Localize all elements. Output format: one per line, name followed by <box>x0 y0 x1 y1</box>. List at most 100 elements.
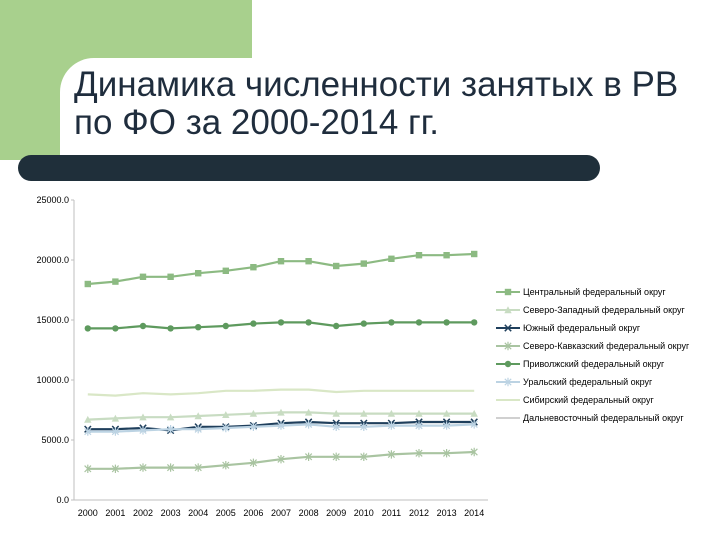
data-point <box>387 450 396 459</box>
data-point <box>84 415 92 423</box>
data-point <box>139 426 147 435</box>
data-point <box>470 447 478 457</box>
legend-entry: Южный федеральный округ <box>496 323 641 333</box>
series <box>84 250 478 288</box>
data-point <box>222 411 230 418</box>
data-point <box>139 413 147 421</box>
chart-axes <box>73 200 488 501</box>
data-point <box>504 360 512 368</box>
x-axis-ticks: 2000 2001 2002 2003 2004 2005 2006 2007 2008 2009… <box>78 508 484 518</box>
data-point <box>139 322 147 330</box>
x-tick-label: 2000 <box>78 508 98 518</box>
data-point <box>471 250 478 258</box>
data-point <box>333 322 340 330</box>
title-panel <box>60 58 720 163</box>
data-point <box>388 255 395 262</box>
legend-entry: Северо-Западный федеральный округ <box>496 305 685 315</box>
data-point <box>470 420 478 429</box>
data-point <box>442 449 451 458</box>
x-tick-label: 2007 <box>271 508 291 518</box>
data-point <box>167 325 174 332</box>
y-tick-label: 0.0 <box>56 495 69 505</box>
data-point <box>84 280 91 288</box>
data-point <box>194 412 202 420</box>
data-point <box>305 258 312 265</box>
x-tick-label: 2013 <box>437 508 457 518</box>
data-point <box>387 421 396 430</box>
legend-label: Северо-Западный федеральный округ <box>523 305 685 315</box>
x-tick-label: 2010 <box>354 508 374 518</box>
legend-label: Северо-Кавказский федеральный округ <box>523 341 690 351</box>
x-tick-label: 2014 <box>464 508 484 518</box>
y-tick-label: 20000.0 <box>36 255 69 265</box>
data-point <box>139 463 147 472</box>
data-point <box>222 423 230 433</box>
data-point <box>415 421 423 430</box>
data-point <box>471 319 478 326</box>
series <box>84 319 478 332</box>
data-point <box>167 273 174 280</box>
legend-entry: Центральный федеральный округ <box>496 287 666 297</box>
x-tick-label: 2012 <box>409 508 429 518</box>
data-point <box>415 319 423 326</box>
x-tick-label: 2008 <box>299 508 319 518</box>
data-point <box>249 409 258 417</box>
chart-legend: Центральный федеральный округ Северо-Запа… <box>496 287 690 423</box>
data-point <box>504 324 512 332</box>
data-point <box>277 319 285 326</box>
data-point <box>304 408 313 416</box>
chart-series <box>84 250 478 473</box>
data-point <box>470 409 478 417</box>
data-point <box>250 320 257 327</box>
data-point <box>112 325 119 332</box>
data-point <box>277 421 285 430</box>
data-point <box>111 464 120 473</box>
y-tick-label: 15000.0 <box>36 315 69 325</box>
legend-label: Сибирский федеральный округ <box>523 395 654 405</box>
data-point <box>333 262 340 270</box>
data-point <box>222 461 230 470</box>
data-point <box>304 420 313 429</box>
data-point <box>443 319 450 326</box>
data-point <box>111 414 120 422</box>
legend-label: Приволжский федеральный округ <box>523 359 665 369</box>
y-tick-label: 10000.0 <box>36 375 69 385</box>
data-point <box>415 409 423 417</box>
data-point <box>249 422 258 431</box>
x-tick-label: 2004 <box>188 508 208 518</box>
data-point <box>195 324 202 331</box>
series <box>84 408 478 423</box>
data-point <box>84 427 92 436</box>
data-point <box>332 422 340 431</box>
data-point <box>84 464 92 473</box>
data-point <box>166 425 175 434</box>
y-tick-label: 25000.0 <box>36 195 69 205</box>
series-line <box>87 388 475 397</box>
x-tick-label: 2006 <box>243 508 263 518</box>
data-point <box>442 409 451 417</box>
data-point <box>277 258 285 265</box>
data-point <box>443 252 450 259</box>
data-point <box>332 452 340 461</box>
data-point <box>305 319 312 326</box>
series <box>84 420 478 436</box>
data-point <box>250 264 257 271</box>
data-point <box>360 260 367 267</box>
data-point <box>387 409 396 417</box>
data-point <box>139 273 147 280</box>
y-axis-ticks: 0.0 5000.0 10000.0 15000.0 20000.0 25000.0 <box>36 195 74 505</box>
x-tick-label: 2005 <box>216 508 236 518</box>
data-point <box>388 319 395 326</box>
legend-entry: Дальневосточный федеральный округ <box>496 413 684 423</box>
legend-label: Уральский федеральный округ <box>523 377 653 387</box>
data-point <box>84 325 92 332</box>
data-point <box>504 288 512 296</box>
data-point <box>504 306 512 314</box>
data-point <box>112 278 119 285</box>
data-point <box>504 377 512 387</box>
x-tick-label: 2003 <box>161 508 181 518</box>
data-point <box>194 463 202 472</box>
data-point <box>277 455 285 464</box>
data-point <box>360 422 368 431</box>
series <box>84 447 478 473</box>
